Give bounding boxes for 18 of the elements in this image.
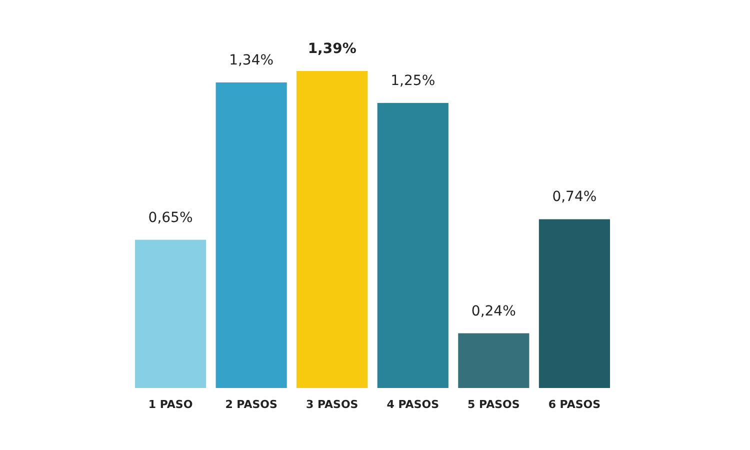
x-tick-label: 4 PASOS (386, 398, 440, 411)
bar (377, 102, 448, 388)
data-label: 0,65% (148, 210, 193, 226)
data-label: 1,25% (390, 72, 436, 89)
bar (296, 71, 368, 388)
x-tick-label: 2 PASOS (225, 398, 278, 411)
data-label: 1,39% (308, 41, 356, 57)
data-label: 1,34% (229, 52, 274, 68)
x-tick-label: 3 PASOS (306, 398, 358, 411)
x-tick-label: 5 PASOS (468, 398, 520, 411)
data-label: 0,74% (552, 189, 597, 206)
bar (216, 82, 287, 388)
bar (458, 333, 530, 388)
bar (538, 219, 610, 388)
bar (135, 240, 206, 388)
x-tick-label: 6 PASOS (548, 398, 601, 411)
x-tick-label: 1 PASO (148, 398, 193, 411)
data-label: 0,24% (471, 303, 516, 320)
